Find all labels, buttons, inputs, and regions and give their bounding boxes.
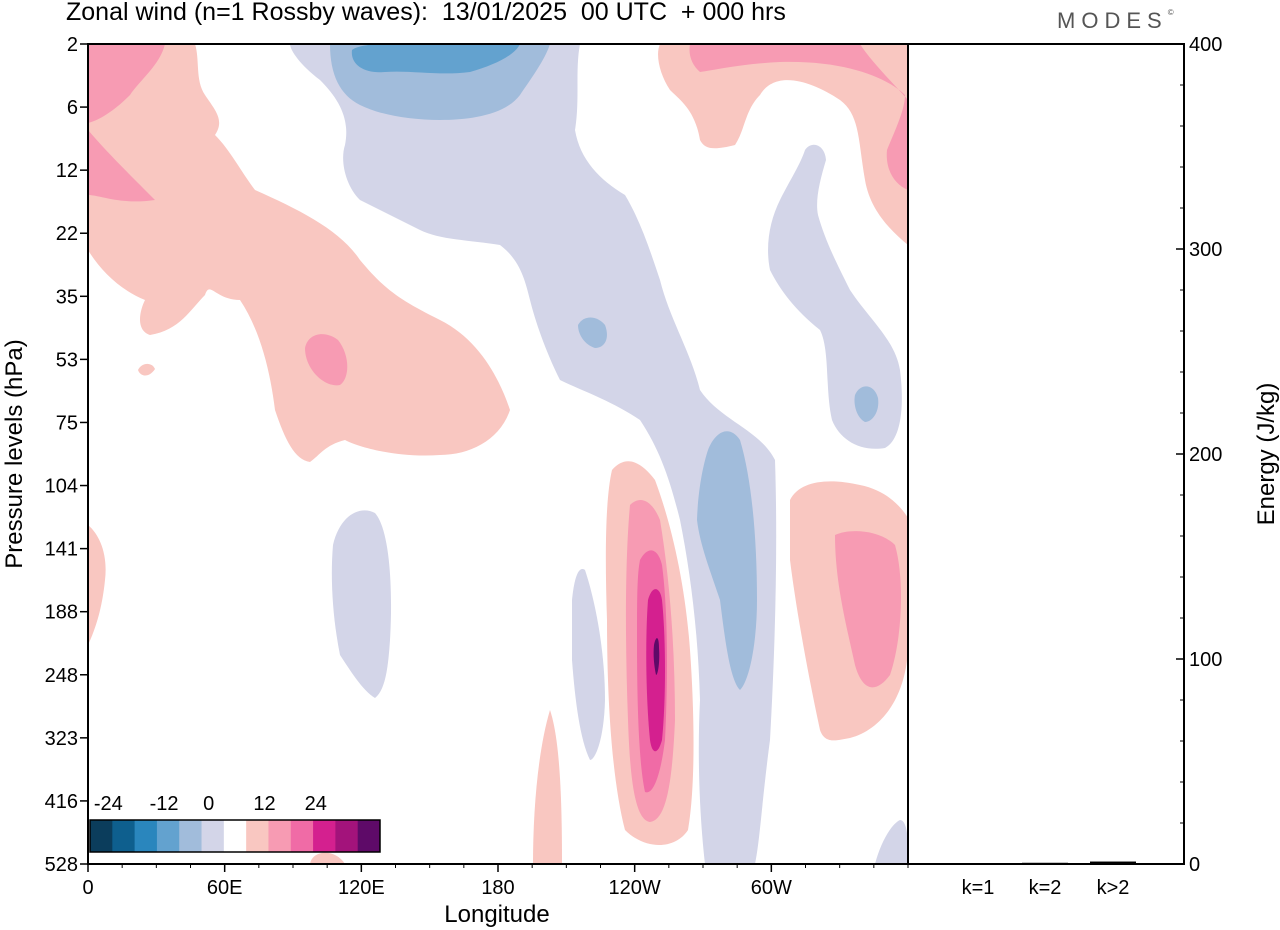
contour-neg-mid-ne	[854, 386, 879, 422]
modes-logo: MODES©	[1057, 8, 1174, 34]
y-axis-ticks: 2 6 12 22 35 53 75 104 141 188 248 323 416 528	[45, 34, 88, 876]
x-tick-label: 180	[481, 877, 514, 899]
energy-bars	[955, 861, 1136, 865]
logo-mark: ©	[1167, 8, 1174, 17]
colorbar-swatch	[246, 820, 269, 852]
contour-neg-strong-top	[351, 44, 520, 74]
y-tick-label: 6	[67, 97, 78, 119]
y-tick-label: 248	[45, 665, 78, 687]
x-tick-label: 60E	[207, 877, 243, 899]
y-tick-label: 416	[45, 791, 78, 813]
y-tick-label: 2	[67, 34, 78, 56]
colorbar-swatch	[156, 820, 180, 852]
contour-pos-mid-ne	[689, 44, 908, 190]
contour-pos-xstrong-jet	[653, 638, 660, 675]
contour-neg-light-mid	[331, 510, 392, 698]
y-tick-label: 35	[56, 286, 78, 308]
energy-tick-label: 0	[1189, 854, 1200, 876]
y-axis-label: Pressure levels (hPa)	[1, 339, 28, 568]
y-tick-label: 12	[56, 160, 78, 182]
contour-pos-light-small	[138, 363, 155, 376]
y-tick-label: 141	[45, 539, 78, 561]
x-axis-ticks: 0 60E 120E 180 120W 60W	[82, 864, 909, 899]
colorbar-swatch	[268, 820, 292, 852]
contour-neg-light-main	[290, 44, 777, 864]
x-tick-label: 60W	[751, 877, 792, 899]
y-tick-label: 528	[45, 854, 78, 876]
energy-tick-label: 200	[1189, 444, 1222, 466]
colorbar-swatch	[223, 820, 247, 852]
colorbar-label: 24	[305, 793, 327, 815]
colorbar-label: -12	[150, 793, 179, 815]
contour-neg-light-se	[875, 820, 908, 864]
y-tick-label: 53	[56, 349, 78, 371]
colorbar-swatch	[313, 820, 336, 852]
y-tick-label: 22	[56, 223, 78, 245]
colorbar-swatch	[357, 820, 381, 852]
energy-category-label: k=1	[962, 877, 995, 899]
energy-tick-label: 400	[1189, 34, 1222, 56]
contour-pos-mid-east	[835, 531, 902, 688]
colorbar-swatch	[134, 820, 158, 852]
energy-axis-ticks: 0 100 200 300 400	[1176, 34, 1222, 876]
x-tick-label: 0	[82, 877, 93, 899]
colorbar-labels: -24 -12 0 12 24	[94, 793, 327, 815]
contour-pos-light-nw	[88, 44, 510, 462]
contour-pos-mid-53	[305, 334, 348, 386]
energy-category-label: k=2	[1029, 877, 1062, 899]
contour-pos-light-west	[88, 525, 106, 645]
x-tick-label: 120W	[609, 877, 661, 899]
contour-neg-mid-jet	[697, 431, 757, 690]
contour-pos-light-ne	[658, 44, 908, 245]
contour-neg-light-188	[572, 569, 605, 760]
contour-pos-mid-nw-mid	[88, 130, 155, 202]
y-tick-label: 75	[56, 412, 78, 434]
y-tick-label: 188	[45, 602, 78, 624]
energy-category-label: k>2	[1097, 877, 1130, 899]
energy-category-labels: k=1 k=2 k>2	[962, 877, 1130, 899]
x-axis-label: Longitude	[444, 901, 549, 928]
energy-tick-label: 300	[1189, 239, 1222, 261]
energy-axis-label: Energy (J/kg)	[1253, 383, 1280, 526]
energy-bar	[955, 863, 1001, 865]
contour-neg-light-ne	[768, 144, 902, 449]
chart-title: Zonal wind (n=1 Rossby waves): 13/01/202…	[66, 0, 786, 26]
colorbar-swatch	[90, 820, 113, 852]
colorbar-swatch	[201, 820, 225, 852]
colorbar-swatch	[290, 820, 314, 852]
contour-pos-mid-nw-top	[88, 44, 165, 123]
energy-bar	[1022, 862, 1068, 864]
y-tick-label: 323	[45, 728, 78, 750]
colorbar-label: 0	[203, 793, 214, 815]
colorbar-swatch	[335, 820, 359, 852]
contour-pos-light-bottom	[310, 852, 345, 864]
contour-neg-mid-53	[578, 317, 607, 348]
contour-pos-light-south	[533, 710, 562, 864]
energy-bar	[1090, 861, 1136, 864]
contour-field	[88, 44, 908, 864]
logo-text: MODES	[1057, 8, 1168, 33]
colorbar-label: 12	[253, 793, 275, 815]
energy-tick-label: 100	[1189, 649, 1222, 671]
colorbar	[89, 819, 381, 853]
x-tick-label: 120E	[338, 877, 385, 899]
colorbar-swatch	[112, 820, 136, 852]
y-tick-label: 104	[45, 476, 78, 498]
colorbar-label: -24	[94, 793, 123, 815]
colorbar-frame	[89, 819, 381, 853]
energy-panel-frame	[907, 43, 1185, 865]
colorbar-swatch	[179, 820, 203, 852]
